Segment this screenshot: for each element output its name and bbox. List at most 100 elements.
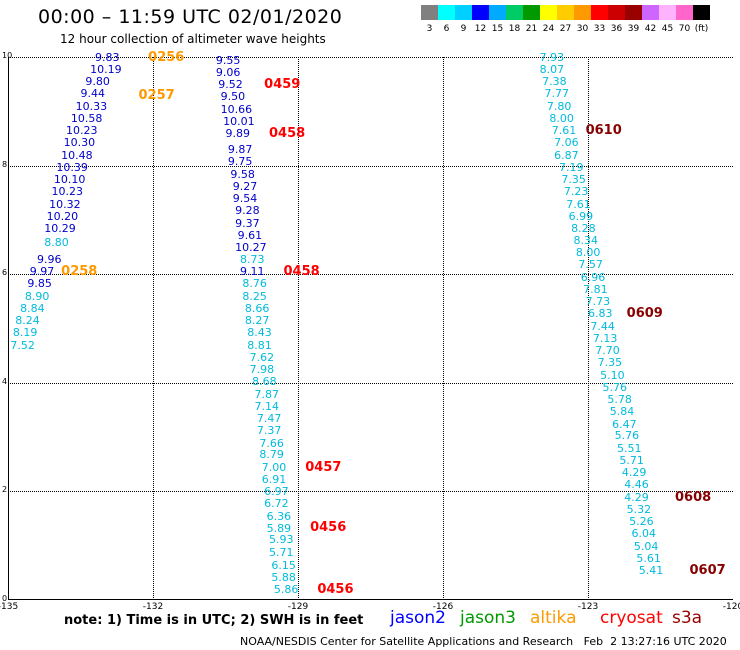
note-text: note: 1) Time is in UTC; 2) SWH is in fe… (64, 613, 364, 628)
wave-height-value: 4.46 (624, 478, 649, 492)
wave-height-value: 5.84 (609, 405, 635, 419)
wave-height-value: 7.37 (256, 424, 282, 438)
y-tick-label: 2 (2, 485, 8, 495)
plot-area (8, 57, 733, 600)
pass-time: 0609 (626, 306, 663, 322)
wave-height-value: 9.37 (235, 216, 260, 230)
scale-swatch (574, 5, 591, 20)
wave-height-value: 9.28 (235, 204, 260, 218)
wave-height-value: 8.25 (242, 289, 267, 303)
wave-height-value: 6.87 (554, 148, 579, 162)
y-tick-label: 0 (2, 594, 8, 603)
wave-height-value: 7.52 (10, 338, 35, 352)
scale-label: 15 (491, 24, 504, 34)
wave-height-value: 6.36 (266, 509, 292, 523)
wave-height-value: 10.20 (46, 209, 79, 223)
wave-height-value: 8.90 (24, 289, 50, 303)
wave-height-value: 8.84 (20, 301, 45, 315)
wave-height-value: 7.73 (585, 295, 611, 309)
pass-time: 0458 (269, 126, 306, 142)
grid-line-horizontal (8, 274, 733, 276)
scale-label: 70 (678, 24, 691, 34)
wave-height-value: 8.07 (539, 62, 565, 76)
wave-height-value: 9.61 (237, 228, 263, 242)
wave-height-value: 9.06 (215, 65, 241, 79)
wave-height-value: 6.91 (261, 472, 287, 486)
y-tick-label: 10 (2, 51, 13, 60)
wave-height-value: 7.70 (595, 344, 620, 358)
scale-swatch (608, 5, 625, 20)
wave-height-value: 7.35 (597, 356, 623, 370)
wave-height-value: 7.93 (539, 51, 565, 64)
scale-swatch (625, 5, 642, 20)
pass-time: 0607 (689, 563, 726, 579)
wave-height-value: 8.68 (252, 375, 277, 389)
pass-time: 0608 (675, 489, 712, 505)
grid-line-vertical (443, 57, 444, 600)
wave-height-value: 9.50 (220, 90, 246, 104)
wave-height-value: 10.29 (44, 222, 76, 236)
wave-height-value: 10.48 (61, 148, 93, 162)
wave-height-value: 10.32 (49, 197, 81, 211)
wave-height-value: 9.44 (80, 87, 106, 101)
wave-height-value: 8.27 (244, 314, 270, 328)
wave-height-value: 7.19 (559, 160, 584, 174)
scale-swatch (557, 5, 574, 20)
wave-height-value: 9.75 (227, 155, 253, 169)
wave-height-value: 5.10 (600, 368, 625, 382)
grid-line-horizontal (8, 491, 733, 493)
pass-time: 0457 (305, 459, 342, 475)
pass-time: 0610 (585, 123, 622, 139)
scale-label: 42 (644, 24, 657, 34)
scale-label: (ft) (694, 24, 709, 34)
legend-altika: altika (530, 608, 577, 628)
scale-swatch (455, 5, 472, 20)
wave-height-value: 7.66 (259, 436, 284, 450)
wave-height-value: 6.15 (271, 558, 296, 572)
wave-height-value: 7.06 (554, 136, 579, 150)
wave-height-value: 7.35 (561, 173, 586, 187)
wave-height-value: 7.47 (256, 412, 282, 426)
wave-height-value: 6.99 (568, 209, 594, 223)
wave-height-value: 9.55 (215, 53, 241, 67)
wave-height-value: 7.87 (254, 387, 280, 401)
wave-height-value: 10.39 (56, 160, 88, 174)
wave-height-value: 5.89 (266, 521, 292, 535)
pass-time: 0456 (310, 519, 347, 535)
wave-height-value: 4.29 (624, 490, 649, 504)
wave-height-value: 5.93 (269, 532, 294, 546)
wave-height-value: 7.57 (578, 258, 603, 272)
scale-swatch (676, 5, 693, 20)
scale-swatch (693, 5, 710, 20)
wave-height-value: 5.71 (619, 453, 644, 467)
wave-height-value: 10.10 (53, 173, 86, 187)
x-tick-label: -123 (577, 602, 599, 612)
wave-height-value: 5.71 (269, 546, 294, 560)
pass-time: 0257 (138, 88, 175, 103)
scale-swatch (659, 5, 676, 20)
wave-height-value: 8.81 (247, 338, 272, 352)
x-tick-label: -135 (0, 602, 19, 612)
scale-swatch (421, 5, 438, 20)
scale-label: 27 (559, 24, 572, 34)
pass-time: 0458 (283, 264, 320, 280)
wave-height-value: 8.43 (247, 326, 272, 340)
wave-height-value: 10.33 (75, 99, 108, 113)
wave-height-value: 10.23 (51, 185, 84, 199)
grid-line-vertical (153, 57, 154, 600)
x-tick-label: -129 (287, 602, 309, 612)
scale-label: 24 (542, 24, 555, 34)
wave-height-value: 6.83 (588, 307, 613, 321)
wave-height-value: 8.79 (259, 448, 284, 462)
scale-swatch (489, 5, 506, 20)
scale-label: 6 (443, 24, 450, 34)
wave-height-value: 10.01 (223, 114, 255, 128)
scale-label: 39 (627, 24, 640, 34)
y-tick-label: 6 (2, 268, 8, 278)
grid-line-vertical (588, 57, 589, 600)
wave-height-value: 9.54 (232, 192, 258, 206)
wave-height-value: 5.04 (633, 539, 659, 553)
wave-height-value: 7.62 (249, 350, 275, 364)
legend-jason3: jason3 (460, 608, 516, 628)
wave-height-value: 5.76 (602, 380, 628, 394)
